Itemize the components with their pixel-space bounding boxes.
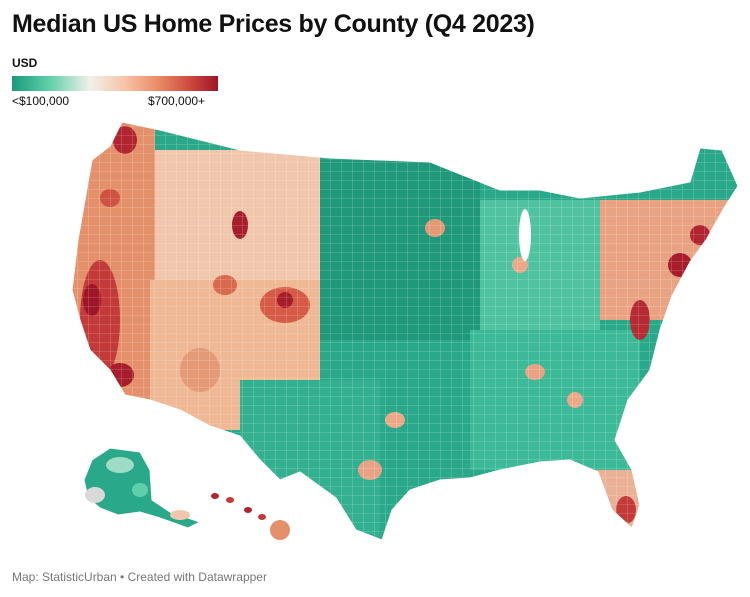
page-title: Median US Home Prices by County (Q4 2023… xyxy=(12,10,535,38)
legend-min-label: <$100,000 xyxy=(12,94,70,108)
legend-unit: USD xyxy=(12,56,38,70)
map-credit: Map: StatisticUrban • Created with Dataw… xyxy=(12,570,267,584)
alaska-inset xyxy=(83,447,202,529)
us-county-choropleth-map[interactable] xyxy=(0,110,750,560)
hawaii-inset xyxy=(211,493,290,540)
legend-color-scale xyxy=(12,76,218,91)
legend-max-label: $700,000+ xyxy=(148,94,206,108)
